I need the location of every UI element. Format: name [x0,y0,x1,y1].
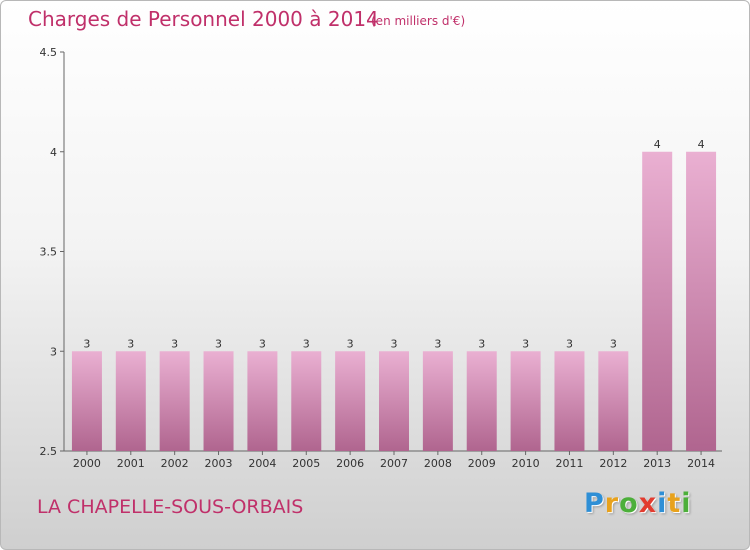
logo-letter: t [667,488,682,519]
bar-value-label: 4 [698,138,705,151]
bar [554,351,585,451]
y-tick-label: 4.5 [40,46,58,59]
bar-value-label: 4 [654,138,661,151]
bar-value-label: 3 [566,337,573,350]
logo-letter: x [638,488,658,519]
bar-value-label: 3 [522,337,529,350]
proxiti-logo[interactable]: Proxiti [584,488,692,519]
bar-value-label: 3 [610,337,617,350]
logo-letter: i [657,488,668,519]
y-tick-label: 4 [50,146,57,159]
bar-value-label: 3 [347,337,354,350]
x-tick-label: 2014 [687,457,715,470]
y-tick-label: 3.5 [40,246,58,259]
bar [422,351,453,451]
bar [115,351,146,451]
bar-value-label: 3 [303,337,310,350]
x-tick-label: 2008 [424,457,452,470]
x-tick-label: 2013 [643,457,671,470]
x-tick-label: 2010 [512,457,540,470]
bar [686,151,717,451]
logo-letter: r [604,488,620,519]
chart-title: Charges de Personnel 2000 à 2014 [28,7,379,31]
bar-value-label: 3 [259,337,266,350]
x-tick-label: 2001 [117,457,145,470]
bar [598,351,629,451]
bar-value-label: 3 [478,337,485,350]
y-tick-label: 3 [50,345,57,358]
bar-value-label: 3 [215,337,222,350]
bar-value-label: 3 [171,337,178,350]
bar [291,351,322,451]
bar-value-label: 3 [434,337,441,350]
x-tick-label: 2012 [599,457,627,470]
y-tick-label: 2.5 [40,445,58,458]
x-tick-label: 2005 [292,457,320,470]
x-tick-label: 2003 [205,457,233,470]
bar-value-label: 3 [83,337,90,350]
bar [203,351,234,451]
bar [159,351,190,451]
bar-value-label: 3 [127,337,134,350]
bar [379,351,409,451]
x-tick-label: 2007 [380,457,408,470]
x-tick-label: 2004 [248,457,276,470]
x-tick-label: 2006 [336,457,364,470]
x-tick-label: 2002 [161,457,189,470]
logo-letter: P [584,488,605,519]
bar [642,151,673,451]
x-tick-label: 2009 [468,457,496,470]
logo-letter: o [619,488,639,519]
bar-value-label: 3 [391,337,398,350]
chart-unit: (en milliers d'€) [371,14,466,28]
bar [466,351,497,451]
bar [71,351,102,451]
commune-name: LA CHAPELLE-SOUS-ORBAIS [37,496,304,518]
bar [335,351,366,451]
bar [510,351,541,451]
logo-letter: i [681,488,692,519]
bar [247,351,278,451]
x-tick-label: 2000 [73,457,101,470]
x-tick-label: 2011 [555,457,583,470]
